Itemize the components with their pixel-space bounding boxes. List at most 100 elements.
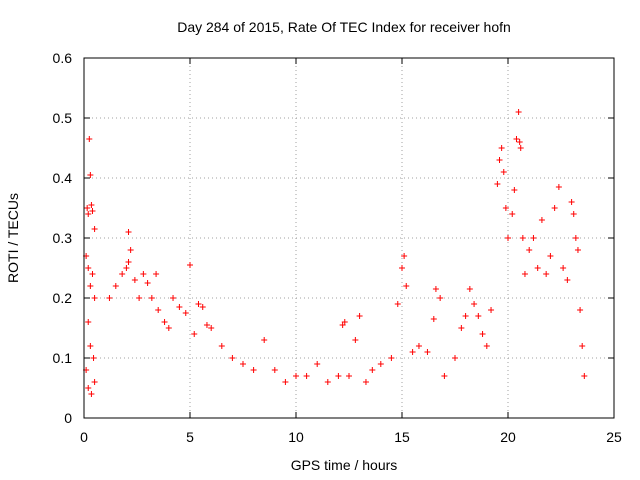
data-point — [85, 211, 92, 217]
data-point — [119, 271, 126, 277]
data-point — [131, 277, 138, 283]
data-point — [471, 301, 478, 307]
data-point — [441, 373, 448, 379]
data-point — [229, 355, 236, 361]
data-point — [125, 259, 132, 265]
data-point — [401, 253, 408, 259]
data-point — [509, 211, 516, 217]
data-point — [505, 235, 511, 241]
data-point — [87, 283, 94, 289]
data-point — [458, 325, 465, 331]
data-point — [356, 313, 363, 319]
data-point — [314, 361, 321, 367]
data-point — [399, 265, 405, 271]
data-point — [293, 373, 299, 379]
data-point — [87, 172, 94, 178]
data-point — [148, 295, 155, 301]
x-tick-label: 10 — [288, 429, 304, 445]
data-point — [182, 310, 189, 316]
x-axis-title: GPS time / hours — [291, 457, 398, 473]
data-point — [88, 391, 95, 397]
data-point — [250, 367, 257, 373]
data-point — [551, 205, 558, 211]
data-point — [90, 355, 97, 361]
y-tick-labels: 0 0.1 0.2 0.3 0.4 0.5 0.6 — [53, 50, 73, 426]
data-point — [517, 145, 524, 151]
data-point — [324, 379, 331, 385]
data-point — [568, 199, 575, 205]
data-point — [303, 373, 310, 379]
data-point — [89, 208, 96, 214]
x-tick-label: 15 — [394, 429, 410, 445]
data-point — [483, 343, 490, 349]
data-point — [85, 319, 92, 325]
data-point — [516, 139, 523, 145]
data-point — [500, 169, 507, 175]
data-point — [538, 217, 545, 223]
data-point — [161, 319, 168, 325]
y-tick-label: 0.4 — [53, 170, 73, 186]
data-point — [125, 229, 132, 235]
data-point — [574, 247, 581, 253]
data-point — [91, 226, 98, 232]
data-point — [85, 265, 92, 271]
data-point — [261, 337, 268, 343]
data-point — [91, 379, 98, 385]
data-point — [462, 313, 469, 319]
data-point — [513, 136, 520, 142]
data-point — [496, 157, 503, 163]
x-tick-labels: 0 5 10 15 20 25 — [80, 429, 622, 445]
data-point — [570, 211, 577, 217]
data-point — [415, 343, 422, 349]
data-point — [176, 304, 183, 310]
data-point — [208, 325, 215, 331]
data-point — [577, 307, 584, 313]
data-point — [437, 295, 444, 301]
data-point — [424, 349, 431, 355]
data-point — [388, 355, 395, 361]
data-point — [362, 379, 369, 385]
data-point — [88, 202, 95, 208]
data-point — [218, 343, 225, 349]
data-point — [519, 235, 526, 241]
data-point — [335, 373, 342, 379]
y-tick-label: 0.2 — [53, 290, 73, 306]
data-point — [86, 136, 93, 142]
data-point — [153, 271, 160, 277]
axis-ticks — [83, 57, 615, 419]
data-point — [498, 145, 505, 151]
data-point — [112, 283, 119, 289]
data-point — [488, 307, 495, 313]
data-point — [341, 319, 348, 325]
data-point — [494, 181, 501, 187]
data-point — [346, 373, 352, 379]
y-tick-label: 0.6 — [53, 50, 73, 66]
data-point — [511, 187, 518, 193]
data-point — [203, 322, 210, 328]
data-point — [581, 373, 588, 379]
data-point — [369, 367, 376, 373]
x-tick-label: 25 — [606, 429, 622, 445]
data-point — [123, 265, 130, 271]
data-point — [502, 205, 509, 211]
data-point — [85, 385, 92, 391]
data-point — [87, 343, 94, 349]
data-point — [271, 367, 278, 373]
data-point — [377, 361, 384, 367]
data-point — [199, 304, 206, 310]
data-point — [106, 295, 113, 301]
data-point — [140, 271, 147, 277]
x-tick-label: 5 — [186, 429, 194, 445]
data-point — [195, 301, 202, 307]
data-point — [579, 343, 586, 349]
data-point — [84, 205, 91, 211]
data-point — [155, 307, 162, 313]
data-point — [240, 361, 246, 367]
data-point — [91, 295, 98, 301]
data-point — [432, 286, 439, 292]
data-point — [560, 265, 567, 271]
data-point — [515, 109, 522, 115]
y-tick-label: 0.1 — [53, 350, 73, 366]
data-point — [466, 286, 473, 292]
